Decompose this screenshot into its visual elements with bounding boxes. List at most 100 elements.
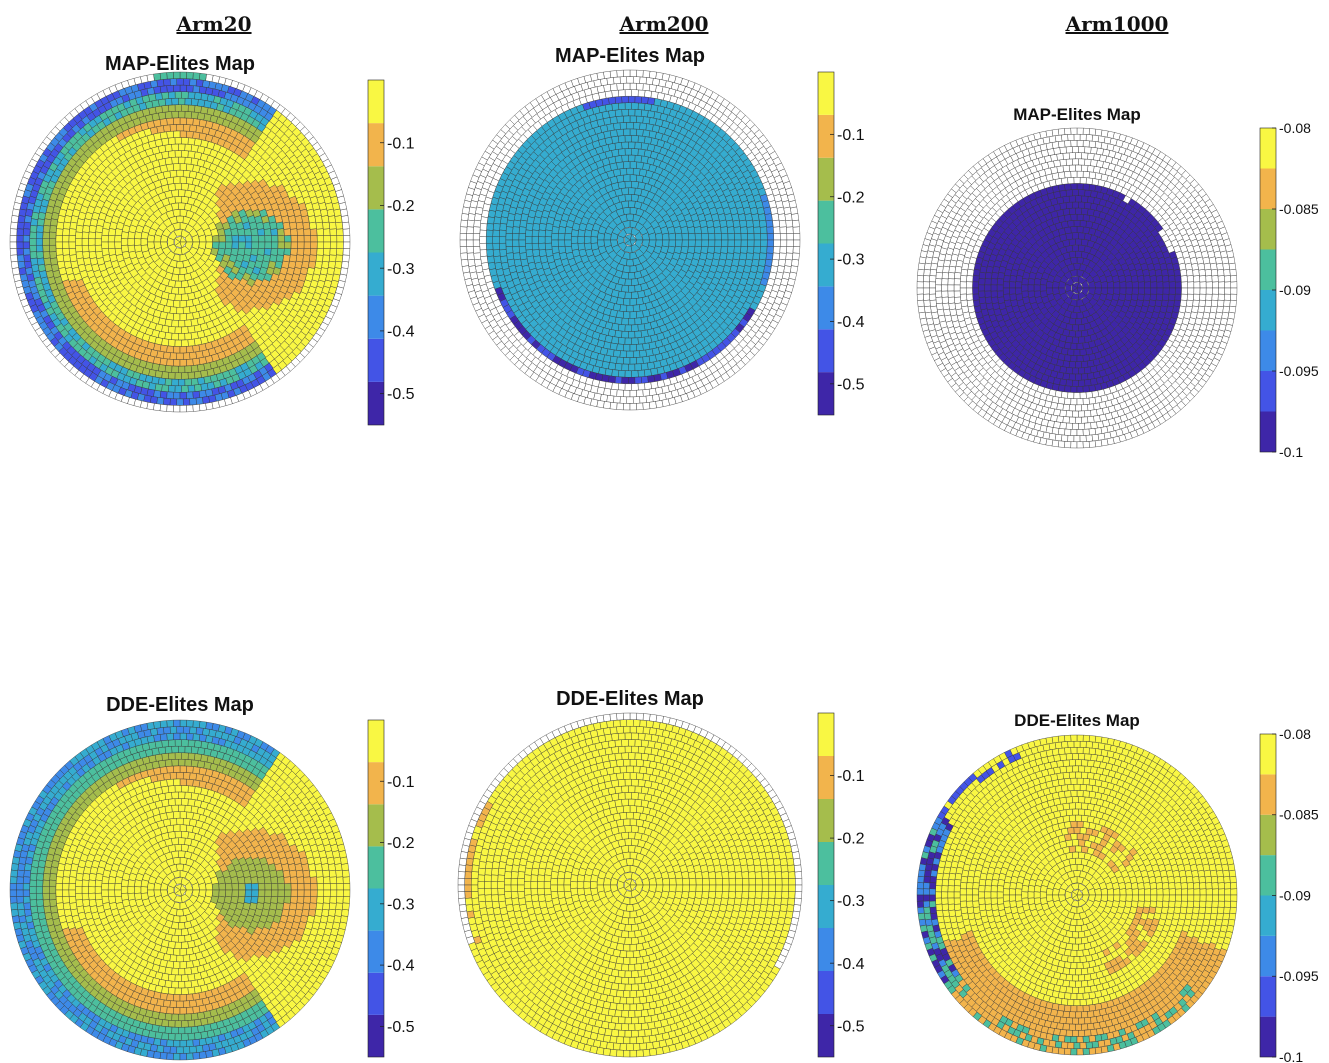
map-cell <box>626 213 634 221</box>
map-cell <box>525 229 533 238</box>
map-cell <box>681 232 690 241</box>
map-cell <box>632 122 641 130</box>
map-cell <box>156 397 165 405</box>
map-cell <box>164 111 173 119</box>
map-cell <box>168 385 176 393</box>
map-cell <box>1075 238 1083 246</box>
map-cell <box>297 235 305 243</box>
colorbar-segment <box>368 209 384 253</box>
map-cell <box>765 219 774 228</box>
map-cell <box>614 330 623 338</box>
map-cell <box>178 98 186 106</box>
map-cell <box>734 233 742 241</box>
map-cell <box>655 71 664 80</box>
map-cell <box>309 254 317 263</box>
map-cell <box>289 254 298 263</box>
map-cell <box>179 176 188 184</box>
colorbar-segment <box>818 243 834 287</box>
map-cell <box>564 239 572 248</box>
map-cell <box>194 370 202 379</box>
map-cell <box>238 234 246 243</box>
map-cell <box>632 76 641 84</box>
map-cell <box>642 116 651 125</box>
map-cell <box>778 219 787 228</box>
map-cell <box>1162 275 1170 283</box>
map-cell <box>184 378 192 387</box>
map-cell <box>182 78 191 86</box>
map-cell <box>134 231 143 240</box>
map-cell <box>342 248 351 256</box>
map-cell <box>174 372 182 380</box>
map-cell <box>984 290 992 298</box>
map-cell <box>700 246 709 254</box>
map-cell <box>173 130 181 138</box>
colorbar-segment <box>368 295 384 339</box>
map-cell <box>616 69 624 78</box>
map-cell <box>1150 281 1158 289</box>
map-cell <box>187 384 196 393</box>
map-cell <box>1156 287 1164 295</box>
map-cell <box>634 317 643 326</box>
map-cell <box>609 388 618 397</box>
map-cell <box>173 359 181 367</box>
colorbar-tick-label: -0.5 <box>837 376 865 393</box>
map-cell <box>205 241 213 250</box>
map-cell <box>29 238 37 246</box>
map-cell <box>342 228 351 236</box>
map-cell <box>182 306 191 315</box>
map-cell <box>793 233 801 241</box>
map-cell <box>1009 281 1016 289</box>
map-cell <box>159 344 168 353</box>
map-cell <box>616 115 624 124</box>
map-cell <box>1119 281 1127 289</box>
map-cell <box>153 389 162 398</box>
map-cell <box>758 258 767 267</box>
map-cell <box>1063 214 1072 222</box>
map-cell <box>163 124 171 133</box>
map-cell <box>644 382 652 390</box>
map-cell <box>1143 274 1151 283</box>
map-cell <box>284 235 292 243</box>
map-cell <box>487 209 496 218</box>
map-cell <box>1125 287 1133 295</box>
map-cell <box>192 85 201 94</box>
map-cell <box>614 363 623 371</box>
map-cell <box>617 324 626 332</box>
map-cell <box>9 235 17 243</box>
map-cell <box>342 254 350 263</box>
map-cell <box>176 398 184 406</box>
map-cell <box>153 403 162 412</box>
map-cell <box>631 291 639 300</box>
map-cell <box>166 358 174 367</box>
map-cell <box>626 396 634 404</box>
map-cell <box>634 141 643 150</box>
map-cell <box>172 176 181 184</box>
map-cell <box>316 228 324 236</box>
chart-title: MAP-Elites Map <box>105 53 255 75</box>
map-cell <box>459 233 467 241</box>
map-cell <box>179 313 188 321</box>
map-cell <box>195 397 204 405</box>
map-cell <box>613 76 621 85</box>
map-cell <box>328 254 337 263</box>
map-cell <box>195 79 204 87</box>
map-cell <box>184 156 193 165</box>
map-cell <box>172 163 181 171</box>
map-cell <box>680 245 689 255</box>
map-cell <box>315 254 324 263</box>
map-cell <box>623 69 631 77</box>
map-cell <box>179 71 187 79</box>
map-cell <box>36 238 43 246</box>
column-title-arm200: Arm200 <box>619 12 709 36</box>
map-cell <box>1075 195 1083 203</box>
map-cell <box>996 284 1004 292</box>
map-cell <box>551 232 559 241</box>
map-cell <box>991 271 999 280</box>
map-cell <box>81 231 90 240</box>
map-cell <box>336 248 344 256</box>
map-cell <box>636 356 644 365</box>
map-cell <box>1069 311 1078 320</box>
map-cell <box>36 251 44 259</box>
map-cell <box>628 376 636 384</box>
map-cell <box>264 241 272 250</box>
